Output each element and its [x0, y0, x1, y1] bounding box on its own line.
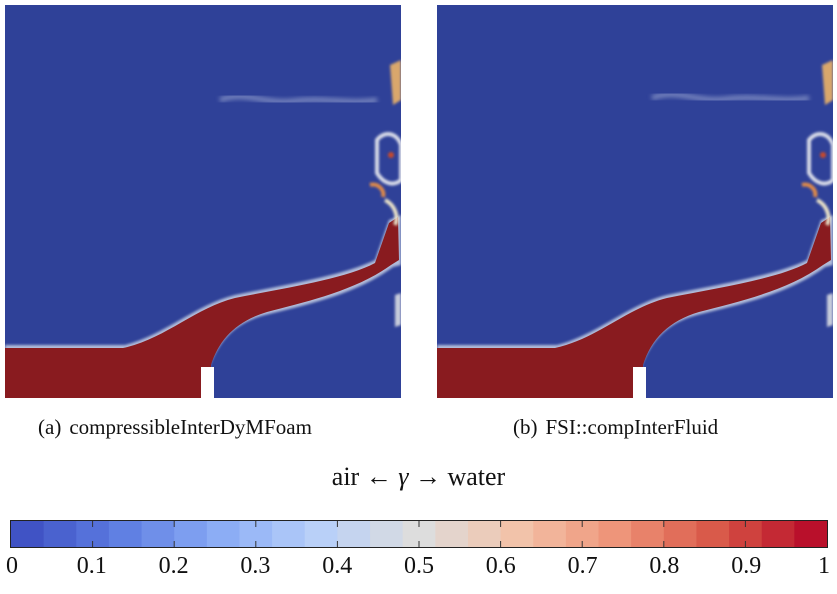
colorbar-band	[108, 521, 143, 547]
colorbar-band	[370, 521, 404, 547]
right-arrow-icon: →	[414, 462, 441, 491]
colorbar-band	[304, 521, 338, 547]
colorbar-band	[206, 521, 241, 547]
splash-droplets	[369, 60, 401, 327]
panel-b-image	[437, 5, 833, 398]
colorbar-band	[500, 521, 534, 547]
colorbar-band	[761, 521, 795, 547]
caption-a: (a) compressibleInterDyMFoam	[38, 415, 312, 440]
colorbar-band	[663, 521, 698, 547]
colorbar-tick-label: 1	[818, 553, 830, 579]
colorbar-tick-label: 0.9	[731, 553, 762, 579]
panel-a-image	[5, 5, 401, 398]
colorbar-tick-label: 0.7	[567, 553, 598, 579]
colorbar-tick-label: 0.6	[485, 553, 516, 579]
splash-droplets	[801, 60, 833, 327]
colorbar-band	[11, 521, 45, 547]
spray-wisp	[219, 94, 378, 105]
colorbar-tick-label: 0.5	[404, 553, 434, 579]
colorbar-band	[141, 521, 175, 547]
caption-a-tag: (a)	[38, 415, 62, 439]
colorbar-band	[337, 521, 371, 547]
obstacle	[201, 367, 214, 398]
colorbar-tick-label: 0.4	[322, 553, 353, 579]
colorbar-tick-label: 0.1	[76, 553, 107, 579]
colorbar-band	[174, 521, 208, 547]
colorbar-tick-label: 0.3	[240, 553, 271, 579]
colorbar-band	[435, 521, 469, 547]
colorbar-band	[467, 521, 502, 547]
colorbar-band	[272, 521, 306, 547]
colorbar-title-right: water	[447, 462, 506, 491]
colorbar-band	[598, 521, 632, 547]
left-arrow-icon: ←	[365, 462, 392, 491]
spray-wisp	[651, 92, 810, 103]
colorbar-band	[533, 521, 567, 547]
caption-a-text: compressibleInterDyMFoam	[69, 415, 312, 439]
colorbar-band	[43, 521, 77, 547]
water-region	[5, 217, 399, 398]
water-region	[437, 217, 831, 398]
colorbar-band	[794, 521, 827, 547]
panel-b-simulation-field	[437, 5, 833, 398]
colorbar-tick-label: 0	[6, 553, 18, 579]
colorbar-band	[631, 521, 665, 547]
caption-b-text: FSI::compInterFluid	[545, 415, 719, 439]
caption-b: (b) FSI::compInterFluid	[513, 415, 718, 440]
colorbar-variable: γ	[398, 462, 409, 491]
colorbar-title: air ← γ → water	[0, 462, 837, 492]
colorbar-tick-label: 0.2	[158, 553, 189, 579]
obstacle	[633, 367, 646, 398]
colorbar	[10, 520, 828, 548]
caption-b-tag: (b)	[513, 415, 538, 439]
colorbar-gradient	[11, 521, 827, 547]
colorbar-band	[696, 521, 730, 547]
colorbar-title-left: air	[331, 462, 360, 491]
panel-a-simulation-field	[5, 5, 401, 398]
colorbar-tick-label: 0.8	[649, 553, 680, 579]
